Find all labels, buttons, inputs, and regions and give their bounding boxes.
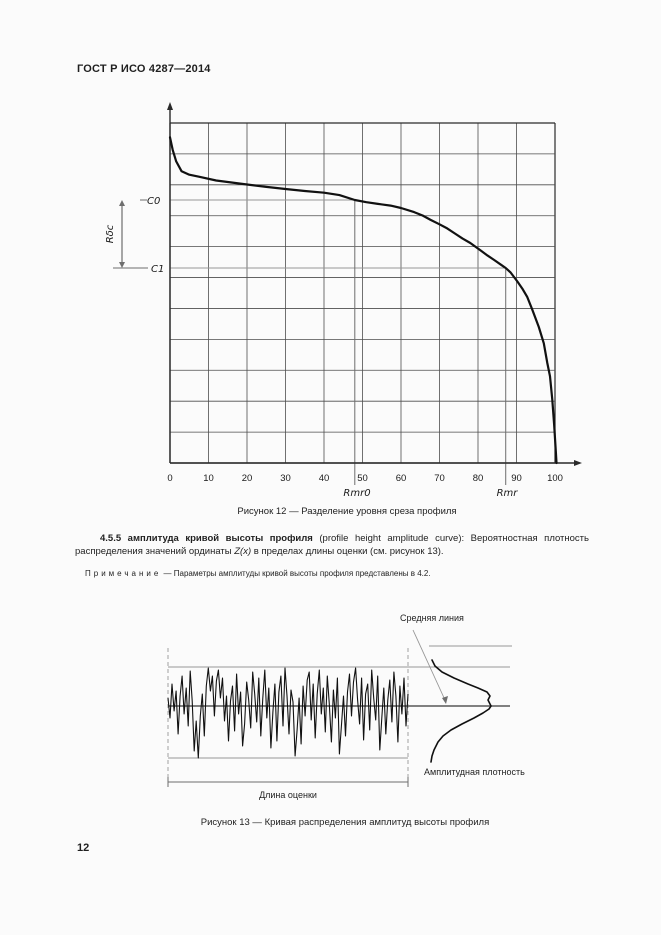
x-tick-40: 40	[319, 473, 330, 484]
figure12-axes	[167, 102, 582, 466]
evaluation-length-label: Длина оценки	[259, 790, 317, 800]
label-c0: C0	[147, 196, 160, 207]
x-tick-30: 30	[280, 473, 291, 484]
note-dash: —	[161, 569, 174, 578]
page-number: 12	[77, 842, 90, 854]
x-tick-90: 90	[511, 473, 522, 484]
document-header: ГОСТ Р ИСО 4287—2014	[77, 63, 211, 75]
figure12-material-ratio-curve	[168, 136, 558, 465]
definition-text-2: в пределах длины оценки (см. рисунок 13)…	[251, 546, 444, 557]
note-paragraph: Примечание — Параметры амплитуды кривой …	[75, 568, 589, 579]
figure13-evaluation-length-dimension	[167, 777, 409, 787]
x-tick-0: 0	[167, 473, 172, 484]
figure12-caption: Рисунок 12 — Разделение уровня среза про…	[237, 506, 457, 517]
x-tick-100: 100	[547, 473, 563, 484]
x-tick-50: 50	[357, 473, 368, 484]
label-c1: C1	[151, 264, 164, 275]
label-rmr: Rmr	[497, 488, 519, 499]
mean-line-label: Средняя линия	[400, 613, 464, 623]
x-tick-70: 70	[434, 473, 445, 484]
figure13-chart	[167, 629, 512, 787]
section-4-5-5-paragraph: 4.5.5 амплитуда кривой высоты профиля (p…	[75, 532, 589, 558]
note-label: Примечание	[85, 569, 162, 578]
definition-text-1: (profile height amplitude curve): Вероят…	[75, 533, 589, 557]
amplitude-density-label: Амплитудная плотность	[424, 767, 525, 777]
figure13-roughness-profile	[167, 667, 409, 759]
label-rmr0: Rmr0	[343, 488, 370, 499]
term-number-and-name: 4.5.5 амплитуда кривой высоты профиля	[100, 533, 313, 544]
figure12-level-lines	[113, 199, 507, 485]
figure12-grid	[169, 122, 556, 464]
figure13-reference-lines	[167, 629, 512, 786]
x-tick-10: 10	[203, 473, 214, 484]
figure12-chart: 0 10 20 30 40 50 60 70 80 90 100 C0 C1 Rδc Rmr0 Rm…	[105, 102, 582, 499]
figure13-amplitude-density-curve	[430, 659, 492, 763]
label-rdc: Rδc	[105, 224, 116, 243]
x-tick-60: 60	[396, 473, 407, 484]
note-text: Параметры амплитуды кривой высоты профил…	[173, 569, 431, 578]
x-tick-20: 20	[242, 473, 253, 484]
x-tick-80: 80	[473, 473, 484, 484]
figure12-tick-labels: 0 10 20 30 40 50 60 70 80 90 100	[167, 473, 563, 484]
ordinate-symbol: Z(x)	[234, 546, 252, 557]
figure13-caption: Рисунок 13 — Кривая распределения амплит…	[200, 817, 490, 828]
